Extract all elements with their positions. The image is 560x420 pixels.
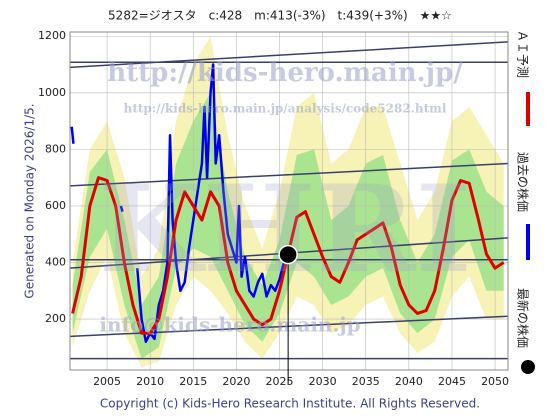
trend-line [70,41,508,69]
y-tick-label: 200 [45,312,66,325]
x-tick-label: 2050 [481,375,509,388]
legend: ＡＩ予測 過去の株価 最新の株価 [516,30,535,374]
y-tick-label: 1200 [38,29,66,42]
x-tick-label: 2025 [266,375,294,388]
watermark: KHRI [98,159,472,300]
x-tick-label: 2005 [93,375,121,388]
x-tick-label: 2015 [179,375,207,388]
watermarks: http://kids-hero.main.jp/ http://kids-he… [98,58,472,337]
series-line [70,63,286,343]
chart-title: 5282=ジオスタ c:428 m:413(-3%) t:439(+3%) ★★… [108,9,452,23]
x-tick-label: 2030 [309,375,337,388]
latest-point [278,244,298,265]
y-tick-label: 800 [45,142,66,155]
side-note: Generated on Monday 2026/1/5. [23,103,37,298]
legend-label: ＡＩ予測 [516,30,530,78]
x-tick-label: 2035 [352,375,380,388]
x-tick-label: 2020 [222,375,250,388]
watermark: info@kids-hero.main.jp [99,313,360,337]
y-tick-label: 600 [45,199,66,212]
band [72,92,504,359]
y-tick-label: 1000 [38,86,66,99]
watermark: http://kids-hero.main.jp/ [107,58,463,88]
trend-line [70,162,508,187]
plot-border [69,31,509,371]
watermark: http://kids-hero.main.jp/analysis/code52… [124,102,447,116]
x-tick-label: 2045 [438,375,466,388]
legend-label: 過去の株価 [516,152,531,212]
x-tick-label: 2040 [395,375,423,388]
legend-swatch [521,360,535,374]
footer: Copyright (c) Kids-Hero Research Institu… [100,397,480,411]
x-tick-label: 2010 [136,375,164,388]
y-tick-label: 400 [45,256,66,269]
legend-label: 最新の株価 [516,288,531,348]
